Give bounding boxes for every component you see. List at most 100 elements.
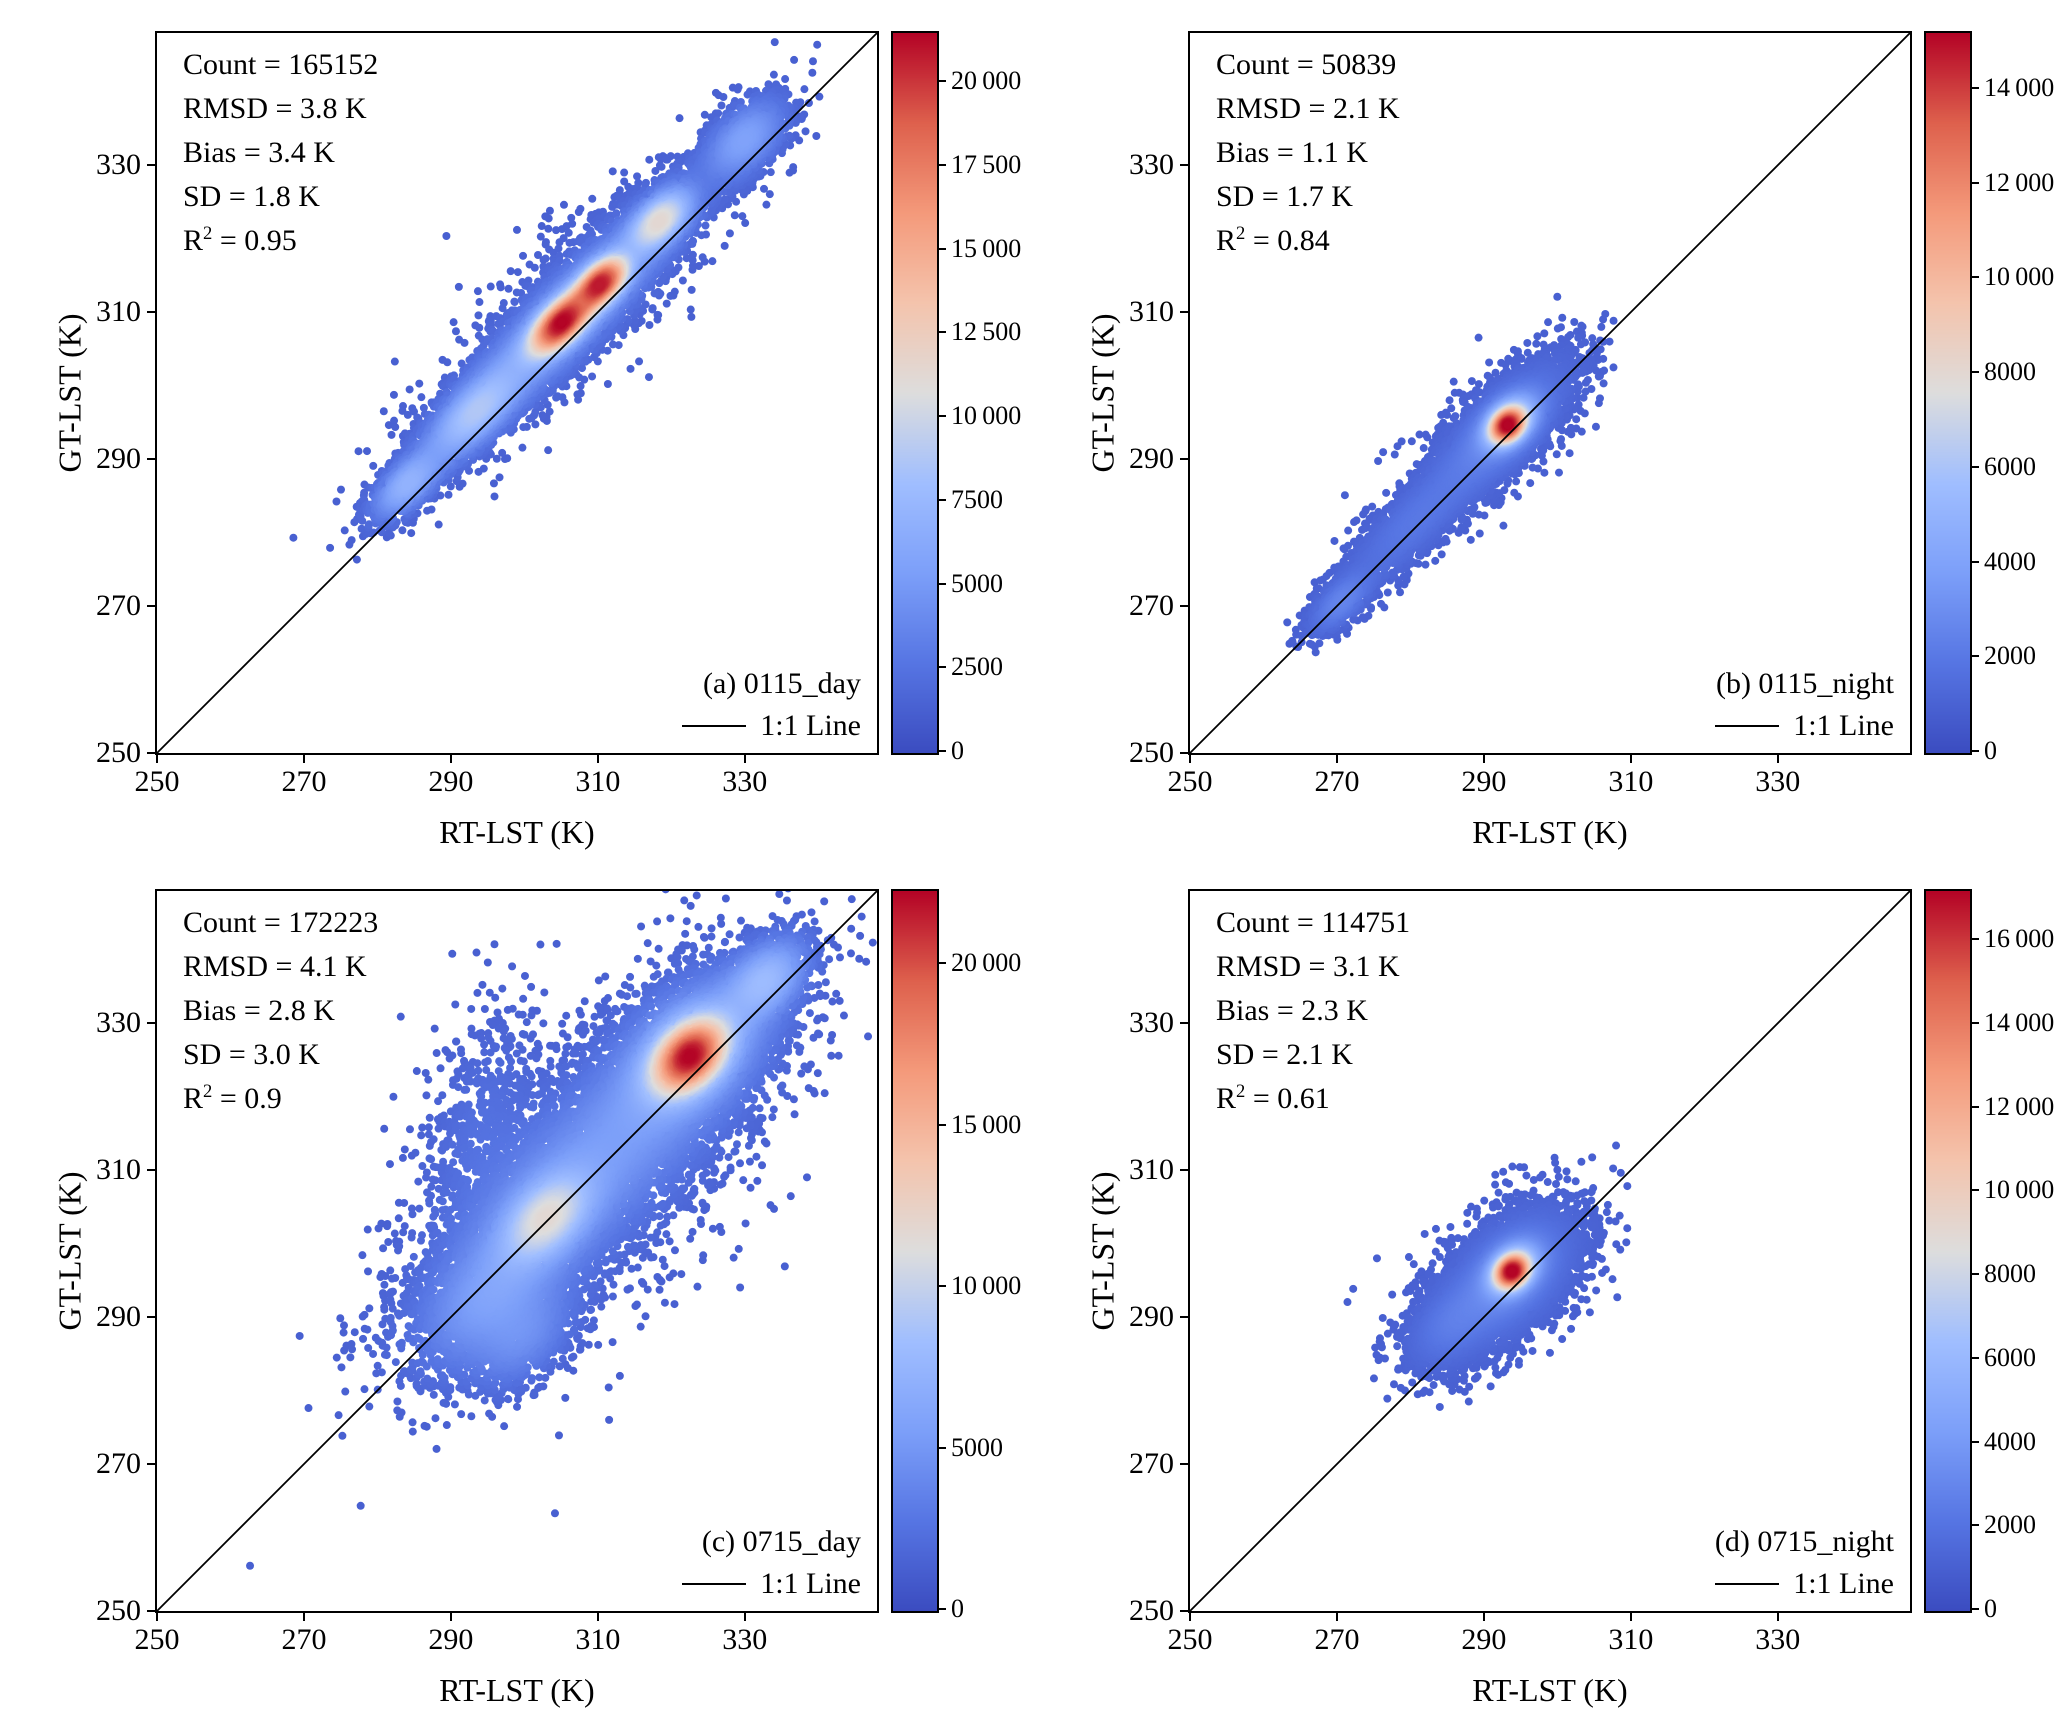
plot-area: Count = 50839 RMSD = 2.1 K Bias = 1.1 K … bbox=[1129, 31, 1912, 798]
x-axis-tick-label: 290 bbox=[1461, 1623, 1507, 1656]
colorbar-tick-label: 10 000 bbox=[951, 1271, 1022, 1301]
colorbar-tick-label: 2000 bbox=[1984, 641, 2036, 671]
x-axis-tick bbox=[449, 1611, 452, 1621]
colorbar-tick bbox=[1970, 371, 1979, 374]
colorbar-tick bbox=[1970, 938, 1979, 941]
colorbar-tick bbox=[1970, 1524, 1979, 1527]
y-axis-tick bbox=[147, 605, 157, 608]
y-axis-tick bbox=[1180, 605, 1190, 608]
stats-annotation: Count = 50839 RMSD = 2.1 K Bias = 1.1 K … bbox=[1216, 43, 1400, 263]
x-axis-tick bbox=[596, 1611, 599, 1621]
x-axis-tick bbox=[1629, 753, 1632, 763]
colorbar-canvas bbox=[891, 889, 939, 1613]
x-axis-tick-label: 310 bbox=[575, 765, 621, 798]
y-axis-tick-label: 330 bbox=[1129, 148, 1174, 182]
colorbar: 0 2500 5000 7500 10 000 12 500 15 000 17 500 20 … bbox=[891, 31, 1021, 765]
y-axis-tick bbox=[147, 311, 157, 314]
colorbar-tick-label: 16 000 bbox=[1984, 924, 2055, 954]
colorbar-tick bbox=[1970, 276, 1979, 279]
stat-r2: R2 = 0.95 bbox=[183, 223, 297, 258]
y-axis-tick-label: 270 bbox=[96, 589, 141, 623]
x-axis-tick-label: 250 bbox=[1167, 1623, 1213, 1656]
line-swatch bbox=[682, 1583, 747, 1585]
stat-bias: Bias = 1.1 K bbox=[1216, 136, 1368, 170]
colorbar-tick-label: 8000 bbox=[1984, 357, 2036, 387]
y-axis-tick-label: 310 bbox=[96, 295, 141, 329]
colorbar-tick bbox=[1970, 655, 1979, 658]
colorbar-tick-label: 14 000 bbox=[1984, 72, 2055, 102]
one-to-one-line bbox=[1190, 33, 1910, 753]
y-axis-tick-label: 290 bbox=[96, 442, 141, 476]
stat-rmsd: RMSD = 2.1 K bbox=[1216, 92, 1400, 126]
colorbar-tick-label: 0 bbox=[951, 736, 964, 765]
x-axis-tick-label: 290 bbox=[428, 765, 474, 798]
colorbar-tick bbox=[937, 163, 946, 166]
x-axis-tick-label: 310 bbox=[575, 1623, 621, 1656]
y-axis-tick bbox=[1180, 1316, 1190, 1319]
x-axis-label: RT-LST (K) bbox=[439, 1672, 595, 1708]
y-axis-tick bbox=[147, 1316, 157, 1319]
colorbar-tick bbox=[1970, 465, 1979, 468]
y-axis-tick-label: 310 bbox=[96, 1153, 141, 1187]
colorbar-tick-label: 0 bbox=[1984, 736, 1997, 765]
colorbar-tick-label: 12 000 bbox=[1984, 1091, 2055, 1121]
y-axis-tick bbox=[147, 1463, 157, 1466]
stats-annotation: Count = 165152 RMSD = 3.8 K Bias = 3.4 K… bbox=[183, 43, 378, 263]
colorbar-tick-label: 20 000 bbox=[951, 66, 1022, 96]
stat-r2: R2 = 0.9 bbox=[183, 1081, 282, 1116]
x-axis-tick-label: 270 bbox=[1314, 765, 1360, 798]
panel-label: (b) 0115_night bbox=[1715, 667, 1894, 700]
colorbar-tick-label: 6000 bbox=[1984, 1342, 2036, 1372]
colorbar-tick bbox=[937, 1608, 946, 1610]
stat-sd: SD = 1.8 K bbox=[183, 180, 320, 214]
colorbar-tick bbox=[1970, 1021, 1979, 1024]
y-axis-tick bbox=[147, 458, 157, 461]
plot-area: Count = 172223 RMSD = 4.1 K Bias = 2.8 K… bbox=[96, 889, 879, 1656]
x-axis-tick-label: 250 bbox=[134, 765, 180, 798]
x-axis-tick-label: 330 bbox=[1755, 1623, 1801, 1656]
colorbar-tick bbox=[1970, 1189, 1979, 1192]
colorbar: 0 2000 4000 6000 8000 10 000 12 000 14 000 16 00… bbox=[1924, 889, 2054, 1623]
x-axis-tick-label: 290 bbox=[1461, 765, 1507, 798]
stat-rmsd: RMSD = 3.8 K bbox=[183, 92, 367, 126]
colorbar-tick-label: 7500 bbox=[951, 484, 1003, 514]
y-axis-tick-label: 270 bbox=[1129, 1447, 1174, 1481]
stat-sd: SD = 2.1 K bbox=[1216, 1038, 1353, 1072]
y-axis-tick-label: 330 bbox=[96, 148, 141, 182]
colorbar-tick bbox=[937, 750, 946, 752]
colorbar-tick bbox=[937, 247, 946, 250]
panel-0715-day: GT-LST (K) Count = 172223 RMSD = 4.1 K B… bbox=[40, 874, 1021, 1708]
stat-rmsd: RMSD = 4.1 K bbox=[183, 950, 367, 984]
x-axis-tick-label: 250 bbox=[1167, 765, 1213, 798]
one-to-one-line bbox=[157, 33, 877, 753]
panel-label: (a) 0115_day bbox=[703, 667, 861, 700]
x-axis-label: RT-LST (K) bbox=[1472, 1672, 1628, 1708]
colorbar-tick bbox=[937, 1446, 946, 1449]
plot-area: Count = 114751 RMSD = 3.1 K Bias = 2.3 K… bbox=[1129, 889, 1912, 1656]
colorbar-tick-label: 5000 bbox=[951, 1432, 1003, 1462]
line-swatch bbox=[682, 725, 747, 727]
colorbar-tick-label: 4000 bbox=[1984, 1426, 2036, 1456]
x-axis-tick bbox=[1189, 753, 1191, 763]
y-axis-tick-label: 310 bbox=[1129, 295, 1174, 329]
colorbar-tick bbox=[937, 1285, 946, 1288]
colorbar: 0 5000 10 000 15 000 20 000 bbox=[891, 889, 1021, 1623]
colorbar-tick bbox=[937, 962, 946, 965]
legend-line-label: 1:1 Line bbox=[760, 1567, 861, 1600]
colorbar-tick-label: 17 500 bbox=[951, 149, 1022, 179]
y-axis-tick bbox=[147, 752, 157, 754]
colorbar-tick bbox=[937, 666, 946, 669]
colorbar-tick bbox=[937, 498, 946, 501]
y-axis-tick bbox=[1180, 1022, 1190, 1025]
stat-bias: Bias = 2.8 K bbox=[183, 994, 335, 1028]
x-axis-tick-label: 330 bbox=[1755, 765, 1801, 798]
x-axis-tick-label: 290 bbox=[428, 1623, 474, 1656]
x-axis-tick-label: 270 bbox=[281, 765, 327, 798]
colorbar-tick bbox=[1970, 1356, 1979, 1359]
y-axis-tick-label: 270 bbox=[1129, 589, 1174, 623]
stat-count: Count = 172223 bbox=[183, 906, 379, 939]
x-axis-tick bbox=[743, 753, 746, 763]
stats-annotation: Count = 172223 RMSD = 4.1 K Bias = 2.8 K… bbox=[183, 901, 378, 1121]
x-axis-tick-label: 330 bbox=[722, 765, 768, 798]
colorbar-tick-label: 12 000 bbox=[1984, 167, 2055, 197]
